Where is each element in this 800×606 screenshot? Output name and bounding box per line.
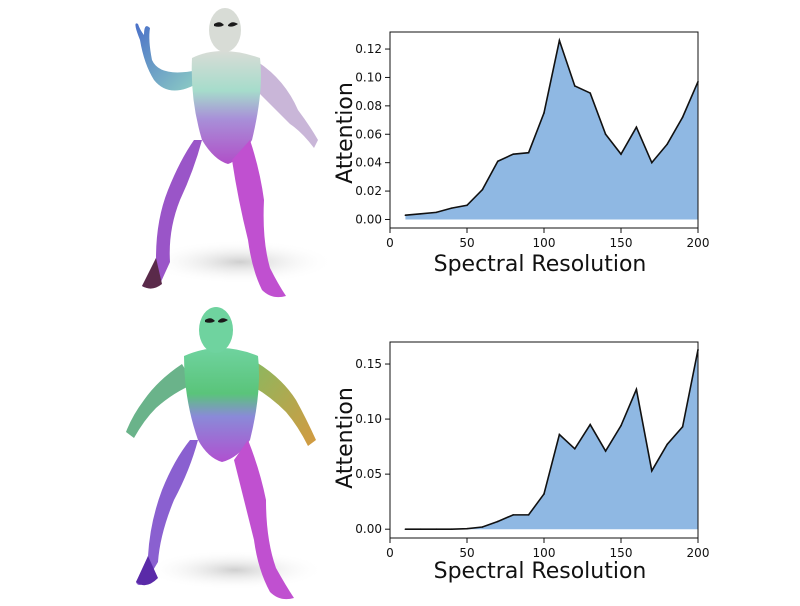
data-point (466, 527, 468, 530)
y-tick-label: 0.05 (355, 467, 382, 481)
data-point (466, 204, 468, 207)
data-point (512, 514, 514, 516)
data-point (589, 92, 591, 94)
y-tick-label: 0.02 (355, 184, 382, 198)
y-tick-label: 0.12 (355, 42, 382, 56)
x-tick-label: 50 (459, 546, 474, 560)
data-point (497, 520, 499, 523)
floor-shadow (145, 550, 325, 590)
y-tick-label: 0.00 (355, 212, 382, 226)
data-point (620, 424, 622, 427)
x-tick-label: 0 (386, 546, 394, 560)
y-tick-label: 0.15 (355, 357, 382, 371)
data-point (651, 470, 653, 472)
leg-left (142, 140, 202, 288)
floor-shadow (145, 240, 330, 284)
foot-left (142, 258, 162, 289)
human-mesh-figure-top (135, 8, 330, 298)
data-point (527, 514, 530, 516)
data-point (620, 153, 622, 155)
data-point (450, 528, 453, 530)
arm-left (126, 364, 194, 438)
data-point (574, 85, 576, 87)
human-mesh-figure-bottom (126, 307, 325, 600)
data-point (404, 214, 407, 217)
data-point (604, 450, 607, 452)
data-point (450, 207, 453, 209)
torso (191, 51, 261, 164)
x-tick-label: 100 (533, 236, 556, 250)
data-point (666, 143, 668, 146)
data-point (604, 133, 607, 136)
y-tick-label: 0.08 (355, 99, 382, 113)
y-tick-label: 0.00 (355, 522, 382, 536)
x-tick-label: 100 (533, 546, 556, 560)
data-point (527, 151, 530, 154)
leg-left (136, 440, 198, 585)
eye-mask (205, 318, 228, 323)
data-point (543, 112, 545, 114)
series-line (405, 349, 699, 530)
data-point (635, 126, 638, 128)
data-point (574, 448, 576, 450)
series-line (405, 37, 699, 217)
data-point (435, 211, 437, 214)
data-point (497, 160, 499, 163)
data-point (420, 528, 422, 530)
data-point (589, 423, 591, 426)
y-axis-label: Attention (333, 82, 358, 184)
leg-right (234, 440, 294, 600)
data-point (543, 493, 545, 495)
y-tick-label: 0.10 (355, 70, 382, 84)
x-tick-label: 50 (459, 236, 474, 250)
y-tick-label: 0.10 (355, 412, 382, 426)
y-tick-label: 0.06 (355, 127, 382, 141)
data-point (666, 443, 668, 446)
area-fill (405, 40, 698, 220)
attention-chart-top: 0 50 100 150 200 0.00 0.02 0.04 0.06 0.08 0.10 0.12… (333, 31, 710, 277)
attention-chart-bottom: 0 50 100 150 200 0.00 0.05 0.10 0.15 Spectral Re… (333, 341, 710, 584)
data-point (635, 388, 638, 391)
arm-right (252, 362, 316, 446)
data-point (435, 528, 437, 530)
x-tick-label: 200 (687, 236, 710, 250)
arm-right (252, 62, 318, 148)
leg-right (232, 140, 286, 298)
arm-left (135, 23, 200, 91)
x-axis-label: Spectral Resolution (434, 559, 647, 584)
head (209, 8, 241, 52)
eye-mask (214, 22, 238, 27)
head (199, 307, 233, 353)
data-point (481, 526, 484, 528)
x-tick-label: 200 (687, 546, 710, 560)
foot-left (136, 556, 158, 586)
area-fill (405, 349, 698, 530)
data-point (420, 212, 422, 215)
x-axis-label: Spectral Resolution (434, 252, 647, 277)
data-point (681, 116, 684, 119)
x-tick-label: 150 (610, 236, 633, 250)
data-point (481, 188, 484, 191)
data-point (558, 39, 561, 42)
data-point (681, 425, 684, 428)
torso (184, 348, 259, 462)
x-tick-label: 150 (610, 546, 633, 560)
data-point (558, 433, 561, 436)
data-point (651, 161, 653, 164)
y-axis-label: Attention (333, 387, 358, 489)
data-point (404, 528, 407, 530)
x-tick-label: 0 (386, 236, 394, 250)
data-point (512, 153, 514, 155)
y-tick-label: 0.04 (355, 156, 382, 170)
